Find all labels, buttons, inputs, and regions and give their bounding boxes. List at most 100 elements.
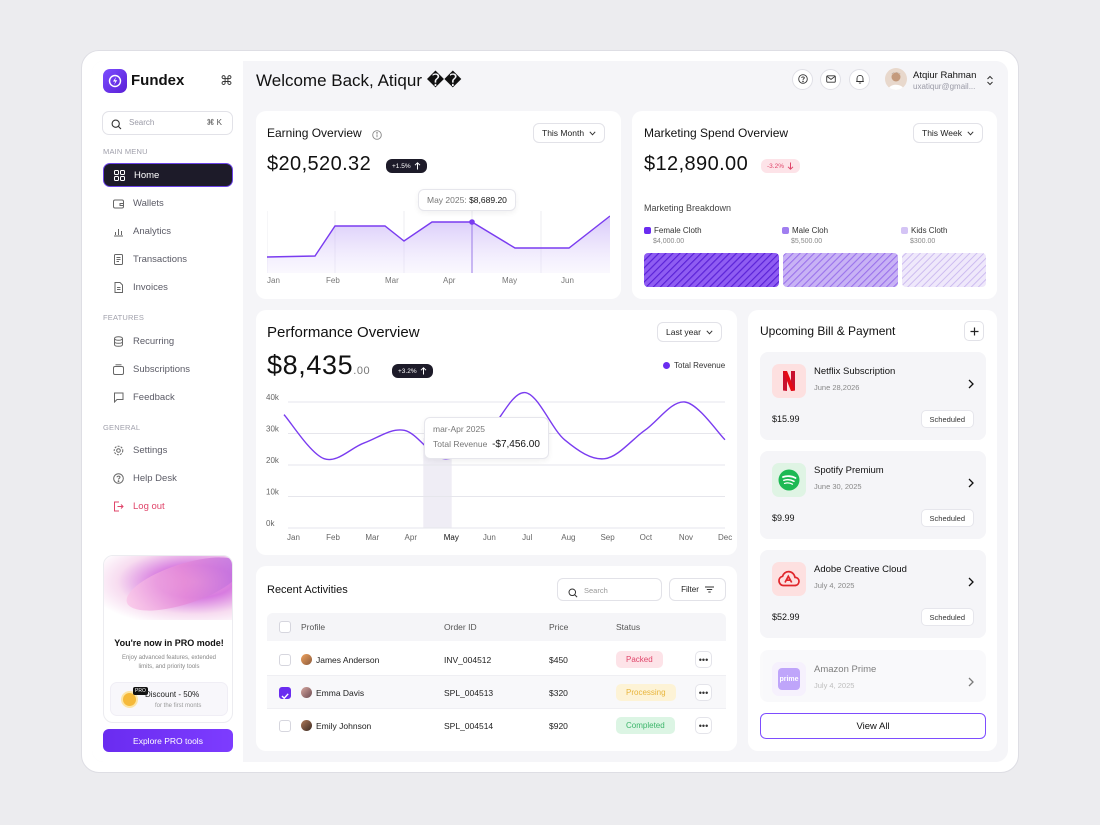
chevron-right-icon[interactable] [968,475,974,493]
select-all-checkbox[interactable] [279,621,291,633]
sidebar-item-transactions[interactable]: Transactions [103,247,233,271]
marketing-period-dropdown[interactable]: This Week [913,123,983,143]
add-bill-button[interactable] [964,321,984,341]
legend-label: Kids Cloth [911,226,948,235]
earning-tooltip: May 2025: $8,689.20 [418,189,516,211]
check-icon [281,693,289,700]
dropdown-value: This Week [922,128,962,138]
bill-item-adobe[interactable]: Adobe Creative Cloud July 4, 2025 $52.99… [760,550,986,638]
performance-legend: Total Revenue [663,361,725,370]
data-point[interactable] [723,438,727,442]
sidebar-item-label: Feedback [133,391,175,403]
row-checkbox[interactable] [279,654,291,666]
sidebar-item-invoices[interactable]: Invoices [103,275,233,299]
arrow-down-icon [787,162,794,170]
legend-label: Female Cloth [654,226,702,235]
plus-icon [970,327,978,335]
discount-box: PRO Discount - 50% for the first monts [110,682,228,716]
sidebar-item-help-desk[interactable]: Help Desk [103,466,233,490]
more-options-icon[interactable]: ••• [695,717,712,734]
sidebar-item-feedback[interactable]: Feedback [103,385,233,409]
data-point[interactable] [563,438,567,442]
series-line-total-revenue [283,391,726,461]
earning-marker-point[interactable] [469,219,475,225]
x-tick-label: Mar [365,533,379,542]
bill-item-netflix[interactable]: Netflix Subscription June 28,2026 $15.99… [760,352,986,440]
bar-female-cloth[interactable] [644,253,779,287]
more-options-icon[interactable]: ••• [695,684,712,701]
x-tick-label: Dec [718,533,732,542]
sidebar-item-recurring[interactable]: Recurring [103,329,233,353]
view-all-button[interactable]: View All [760,713,986,739]
breakdown-label: Marketing Breakdown [644,203,732,213]
sidebar-item-wallets[interactable]: Wallets [103,191,233,215]
sidebar-item-analytics[interactable]: Analytics [103,219,233,243]
data-point[interactable] [402,428,406,432]
avatar[interactable] [885,68,907,90]
info-icon[interactable] [372,127,382,145]
data-point[interactable] [362,441,366,445]
filter-button[interactable]: Filter [669,578,726,601]
y-tick-label: 10k [266,488,280,497]
bar-male-cloth[interactable] [783,253,898,287]
x-tick-label: May [444,533,459,542]
data-point[interactable] [322,457,326,461]
bill-date: June 30, 2025 [814,482,862,491]
user-name: Atqiur Rahman [913,70,977,81]
bar-kids-cloth[interactable] [902,253,986,287]
sidebar-item-subscriptions[interactable]: Subscriptions [103,357,233,381]
table-row[interactable]: Emily Johnson SPL_004514 $920 Completed … [267,709,726,742]
marketing-breakdown-bars [644,253,986,287]
performance-period-dropdown[interactable]: Last year [657,322,722,342]
grid-icon [104,169,134,181]
x-tick-label: Aug [561,533,575,542]
sidebar-item-settings[interactable]: Settings [103,438,233,462]
chevron-right-icon[interactable] [968,574,974,592]
data-point[interactable] [683,400,687,404]
wallet-icon [103,198,133,209]
data-point[interactable] [523,391,527,395]
page-title: Welcome Back, Atiqur �� [256,71,462,90]
sidebar-item-logout[interactable]: Log out [103,494,233,518]
row-checkbox[interactable] [279,720,291,732]
more-options-icon[interactable]: ••• [695,651,712,668]
bill-item-spotify[interactable]: Spotify Premium June 30, 2025 $9.99 Sche… [760,451,986,539]
avatar [301,687,312,698]
explore-pro-button[interactable]: Explore PRO tools [103,729,233,752]
earning-period-dropdown[interactable]: This Month [533,123,606,143]
y-tick-label: 0k [266,519,275,528]
data-point[interactable] [643,428,647,432]
command-icon[interactable]: ⌘ [220,73,233,88]
legend-label: Total Revenue [674,361,726,370]
pro-badge: PRO [133,687,148,695]
legend-dot [663,362,670,369]
activities-search[interactable]: Search [557,578,662,601]
earning-area [267,216,610,273]
column-header[interactable]: Status [616,622,641,632]
row-checkbox[interactable] [279,687,291,700]
column-header[interactable]: Profile [301,622,326,632]
bill-name: Netflix Subscription [814,366,896,377]
chevron-right-icon[interactable] [968,376,974,394]
table-row[interactable]: Emma Davis SPL_004513 $320 Processing ••… [267,676,726,709]
chevron-updown-icon[interactable] [986,73,994,91]
legend-male-value: $5,500.00 [791,238,823,245]
table-row[interactable]: James Anderson INV_004512 $450 Packed ••… [267,643,726,676]
receipt-icon [103,253,133,265]
column-header[interactable]: Price [549,622,569,632]
notification-button[interactable] [849,69,870,90]
bill-item-amazon-prime[interactable]: prime Amazon Prime July 4, 2025 [760,650,986,702]
mail-button[interactable] [820,69,841,90]
chevron-right-icon[interactable] [968,674,974,692]
x-tick-label: Oct [640,533,653,542]
help-button[interactable] [792,69,813,90]
column-header[interactable]: Order ID [444,622,477,632]
data-point[interactable] [282,413,286,417]
x-tick-label: Sep [600,533,615,542]
data-point[interactable] [603,457,607,461]
price: $920 [549,721,568,731]
x-tick: May [502,276,518,285]
sidebar-item-home[interactable]: Home [103,163,233,187]
x-tick: Apr [443,276,456,285]
sidebar-search[interactable]: Search ⌘ K [102,111,233,135]
